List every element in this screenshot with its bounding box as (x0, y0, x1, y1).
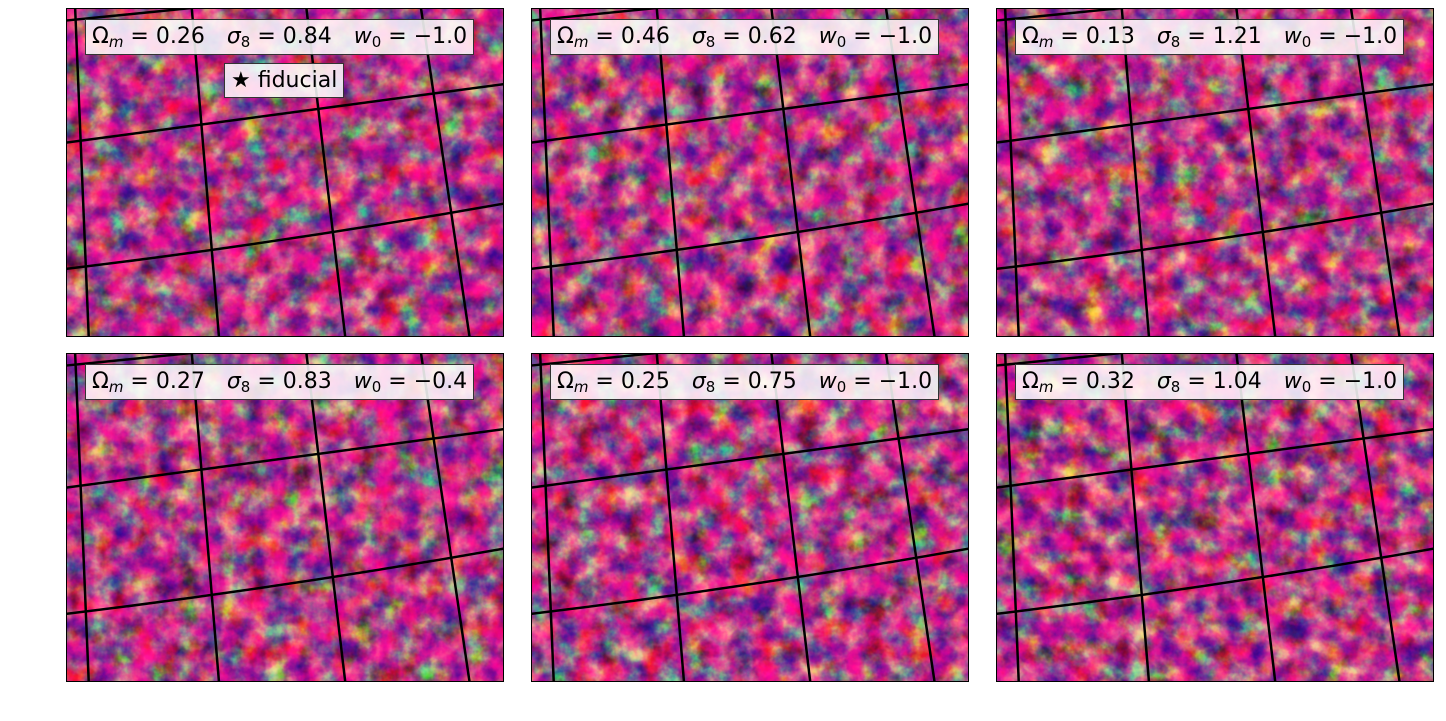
density-field-image (997, 9, 1433, 336)
density-field-image (997, 354, 1433, 681)
density-field-image (532, 354, 968, 681)
density-field-image (67, 354, 503, 681)
coordinate-grid (532, 354, 968, 681)
coordinate-grid (67, 354, 503, 681)
density-map-panel-4: Ωm = 0.27 σ8 = 0.83 w0 = −0.4 (66, 353, 504, 682)
omega-m-value: Ωm = 0.13 (1022, 24, 1135, 51)
omega-m-value: Ωm = 0.27 (92, 369, 205, 396)
sigma-8-value: σ8 = 0.84 (226, 24, 332, 51)
sigma-8-value: σ8 = 0.62 (691, 24, 797, 51)
coordinate-grid (997, 354, 1433, 681)
w-0-value: w0 = −1.0 (353, 24, 468, 51)
fiducial-legend: ★ fiducial (224, 63, 345, 98)
density-map-panel-5: Ωm = 0.25 σ8 = 0.75 w0 = −1.0 (531, 353, 969, 682)
cosmology-parameters-label: Ωm = 0.13 σ8 = 1.21 w0 = −1.0 (1015, 19, 1405, 55)
density-field-image (532, 9, 968, 336)
sigma-8-value: σ8 = 1.04 (1156, 369, 1262, 396)
w-0-value: w0 = −0.4 (353, 369, 468, 396)
coordinate-grid (67, 9, 503, 336)
w-0-value: w0 = −1.0 (1283, 369, 1398, 396)
w-0-value: w0 = −1.0 (1283, 24, 1398, 51)
cosmology-parameters-label: Ωm = 0.26 σ8 = 0.84 w0 = −1.0 (85, 19, 475, 55)
density-map-panel-2: Ωm = 0.46 σ8 = 0.62 w0 = −1.0 (531, 8, 969, 337)
star-icon: ★ (231, 68, 251, 93)
fiducial-label: fiducial (257, 68, 338, 93)
cosmology-parameters-label: Ωm = 0.32 σ8 = 1.04 w0 = −1.0 (1015, 364, 1405, 400)
sigma-8-value: σ8 = 0.83 (226, 369, 332, 396)
cosmology-parameters-label: Ωm = 0.27 σ8 = 0.83 w0 = −0.4 (85, 364, 475, 400)
density-map-panel-3: Ωm = 0.13 σ8 = 1.21 w0 = −1.0 (996, 8, 1434, 337)
density-map-panel-6: Ωm = 0.32 σ8 = 1.04 w0 = −1.0 (996, 353, 1434, 682)
omega-m-value: Ωm = 0.46 (557, 24, 670, 51)
sigma-8-value: σ8 = 1.21 (1156, 24, 1262, 51)
coordinate-grid (532, 9, 968, 336)
omega-m-value: Ωm = 0.25 (557, 369, 670, 396)
omega-m-value: Ωm = 0.26 (92, 24, 205, 51)
coordinate-grid (997, 9, 1433, 336)
cosmology-parameters-label: Ωm = 0.46 σ8 = 0.62 w0 = −1.0 (550, 19, 940, 55)
w-0-value: w0 = −1.0 (818, 369, 933, 396)
omega-m-value: Ωm = 0.32 (1022, 369, 1135, 396)
density-map-panel-1: Ωm = 0.26 σ8 = 0.84 w0 = −1.0 ★ fiducial (66, 8, 504, 337)
cosmology-parameters-label: Ωm = 0.25 σ8 = 0.75 w0 = −1.0 (550, 364, 940, 400)
density-field-image (67, 9, 503, 336)
w-0-value: w0 = −1.0 (818, 24, 933, 51)
sigma-8-value: σ8 = 0.75 (691, 369, 797, 396)
